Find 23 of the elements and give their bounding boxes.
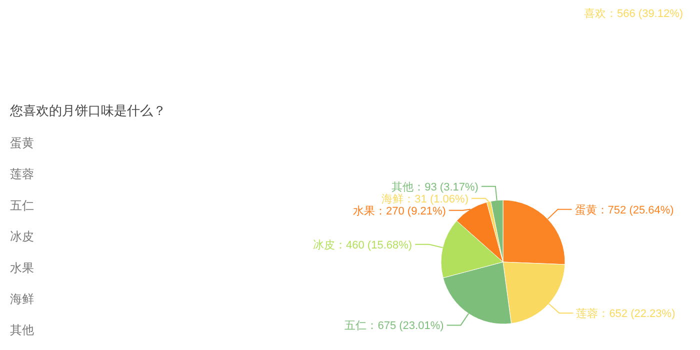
text: 其他	[10, 323, 34, 338]
slice-label: 水果	[353, 204, 376, 218]
data-label: ：675 (23.01%)	[366, 320, 444, 332]
data-label: ：652 (22.23%)	[598, 308, 676, 320]
text: 海鲜	[10, 292, 34, 306]
text: 蛋黄	[10, 136, 34, 150]
slice-label: 其他	[392, 180, 414, 194]
slice-label: 海鲜	[382, 193, 404, 206]
data-label: ：460 (15.68%)	[335, 239, 412, 252]
text: 五仁	[10, 198, 34, 212]
slice-label: 蛋黄	[574, 203, 597, 216]
data-label: ：752 (25.64%)	[596, 204, 674, 216]
text: 喜欢：566 (39.12%)	[584, 7, 684, 20]
slice-label: 冰皮	[313, 238, 336, 252]
text: 莲蓉	[10, 167, 34, 182]
slice-label: 莲蓉	[576, 307, 598, 320]
data-label: ：93 (3.17%)	[414, 181, 478, 194]
text: 冰皮	[10, 230, 34, 244]
data-label: ：31 (1.06%)	[404, 193, 468, 206]
data-label: ：270 (9.21%)	[375, 205, 446, 218]
text: 您喜欢的月饼口味是什么？	[9, 103, 166, 118]
slice-label: 五仁	[344, 320, 367, 332]
text: 水果	[10, 260, 34, 275]
